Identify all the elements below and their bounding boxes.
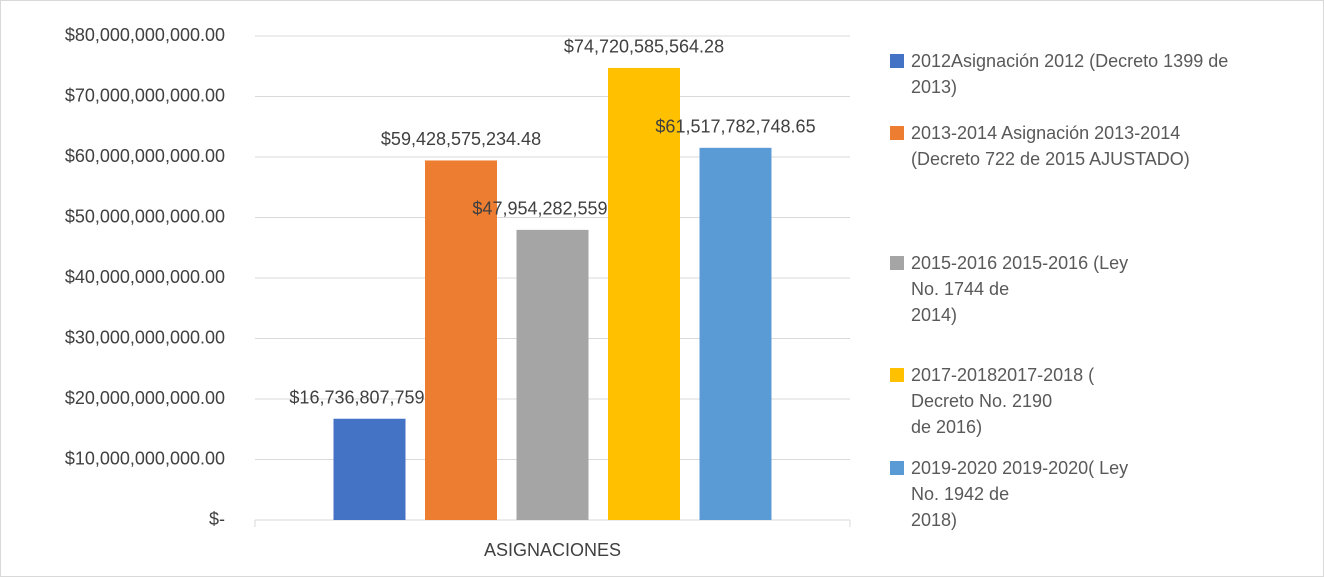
legend-entry: 2013-2014 Asignación 2013-2014 (Decreto … — [890, 120, 1321, 172]
legend-swatch — [890, 54, 904, 68]
y-tick-label: $30,000,000,000.00 — [65, 327, 225, 347]
y-tick-label: $50,000,000,000.00 — [65, 206, 225, 226]
y-tick-label: $60,000,000,000.00 — [65, 146, 225, 166]
legend-label: 2017-20182017-2018 ( Decreto No. 2190 de… — [911, 365, 1095, 437]
data-label: $16,736,807,759.95 — [289, 387, 449, 407]
y-tick-label: $10,000,000,000.00 — [65, 448, 225, 468]
y-tick-label: $80,000,000,000.00 — [65, 25, 225, 45]
y-tick-label: $70,000,000,000.00 — [65, 85, 225, 105]
data-label: $74,720,585,564.28 — [564, 37, 724, 57]
legend-swatch — [890, 461, 904, 475]
data-label: $59,428,575,234.48 — [381, 129, 541, 149]
data-label: $47,954,282,559.54 — [472, 199, 632, 219]
legend-entry: 2012Asignación 2012 (Decreto 1399 de 201… — [890, 48, 1321, 100]
legend-entry: 2015-2016 2015-2016 (Ley No. 1744 de 201… — [890, 250, 1321, 328]
legend-swatch — [890, 126, 904, 140]
legend-label: 2015-2016 2015-2016 (Ley No. 1744 de 201… — [911, 253, 1129, 325]
legend-swatch — [890, 256, 904, 270]
bar — [333, 418, 406, 520]
bar — [699, 147, 772, 520]
x-tick-label: ASIGNACIONES — [484, 540, 621, 560]
legend-entry: 2017-20182017-2018 ( Decreto No. 2190 de… — [890, 362, 1321, 440]
bar — [608, 67, 680, 520]
bar — [425, 160, 497, 520]
legend-label: 2013-2014 Asignación 2013-2014 (Decreto … — [911, 123, 1190, 169]
bar — [516, 229, 589, 520]
y-tick-label: $20,000,000,000.00 — [65, 388, 225, 408]
legend-label: 2019-2020 2019-2020( Ley No. 1942 de 201… — [911, 458, 1129, 530]
y-tick-label: $40,000,000,000.00 — [65, 267, 225, 287]
data-label: $61,517,782,748.65 — [655, 117, 815, 137]
legend-entry: 2019-2020 2019-2020( Ley No. 1942 de 201… — [890, 455, 1321, 533]
y-tick-label: $- — [209, 509, 225, 529]
legend-swatch — [890, 368, 904, 382]
legend-label: 2012Asignación 2012 (Decreto 1399 de 201… — [911, 51, 1229, 97]
